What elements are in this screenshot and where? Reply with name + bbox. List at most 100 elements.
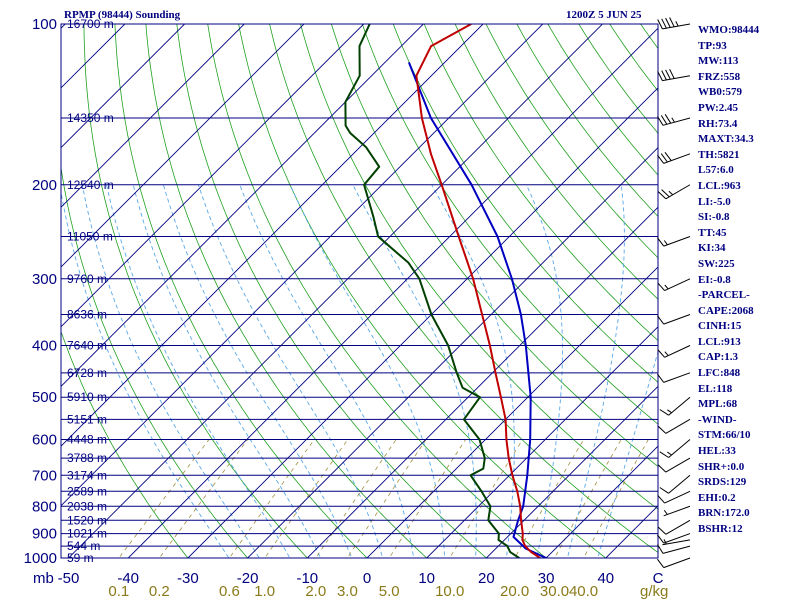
- dry-adiabat: [330, 24, 658, 467]
- dry-adiabat: [176, 24, 487, 558]
- isobar-lines: [61, 23, 658, 559]
- wind-barb-flag: [657, 544, 664, 554]
- index-entry: MAXT:34.3: [698, 133, 754, 146]
- isotherm-line: [61, 24, 484, 447]
- wind-barb-column: [657, 17, 691, 569]
- wind-barb-flag: [657, 349, 665, 358]
- isotherm-line: [366, 266, 658, 558]
- mixing-ratio-label: 5.0: [379, 583, 400, 600]
- wind-barb-half-flag: [667, 409, 672, 414]
- wind-barb: [662, 539, 691, 546]
- wind-barb-flag: [659, 487, 669, 494]
- index-entry: EHI:0.2: [698, 491, 736, 504]
- moist-adiabat: [61, 189, 230, 558]
- wind-barb: [657, 68, 691, 82]
- index-entry: LCL:963: [698, 179, 741, 192]
- dry-adiabat: [61, 330, 189, 558]
- height-label: 2589 m: [67, 484, 107, 498]
- moist-adiabat: [197, 184, 384, 558]
- wind-barb: [659, 439, 691, 458]
- pressure-tick-label: 1000: [24, 550, 57, 567]
- station-title: RPMP (98444) Sounding: [64, 9, 181, 21]
- isotherm-line: [485, 385, 658, 558]
- dry-adiabat: [485, 24, 658, 259]
- pressure-tick-label: 600: [32, 432, 57, 449]
- moist-adiabat: [597, 350, 658, 558]
- wind-barb-flag: [665, 17, 671, 28]
- index-entry: LI:-5.0: [698, 195, 731, 208]
- wind-barb-flag: [669, 17, 675, 28]
- wind-barb: [657, 236, 691, 247]
- moist-adiabat: [352, 184, 477, 558]
- wind-barb-shaft: [668, 396, 691, 416]
- wind-barb: [657, 418, 691, 434]
- mixing-ratio-line: [346, 439, 427, 558]
- mixing-ratio-label: 0.6: [219, 583, 240, 600]
- isotherm-line: [0, 12, 17, 569]
- mixing-ratio-label: 1.0: [254, 583, 275, 600]
- height-label: 3174 m: [67, 468, 107, 482]
- height-label: 5151 m: [67, 412, 107, 426]
- moist-adiabat: [132, 184, 322, 558]
- index-entry: SI:-0.8: [698, 211, 730, 224]
- mixing-ratio-line: [449, 439, 523, 558]
- temperature-tick-label: 10: [418, 570, 435, 587]
- wind-barb-flag: [657, 71, 663, 81]
- index-entry: EL:118: [698, 382, 733, 395]
- moist-adiabat: [81, 184, 260, 558]
- wind-barb-shaft: [663, 153, 691, 164]
- height-label: 11050 m: [67, 229, 113, 243]
- mixing-ratio-line: [158, 439, 249, 558]
- wind-barb-flag: [657, 494, 665, 504]
- height-label: 544 m: [67, 539, 100, 553]
- temperature-tick-label: -40: [117, 570, 139, 587]
- index-entry: CINH:15: [698, 320, 742, 333]
- sounding-time: 1200Z 5 JUN 25: [566, 9, 642, 21]
- moist-adiabat: [431, 184, 515, 558]
- index-entry: STM:66/10: [698, 429, 751, 442]
- dry-adiabat: [454, 24, 658, 300]
- wind-barb-shaft: [662, 545, 691, 554]
- wind-barb-flag: [661, 189, 670, 198]
- index-entry: WMO:98444: [698, 24, 760, 36]
- mixing-ratio-label: 30.0: [540, 583, 569, 600]
- wind-barb-flag: [657, 116, 664, 126]
- wind-barb: [657, 278, 691, 292]
- height-label: 9760 m: [67, 272, 107, 286]
- moist-adiabat: [239, 184, 415, 558]
- wind-barb-half-flag: [664, 284, 669, 290]
- wind-barb-shaft: [663, 533, 691, 544]
- mixing-unit-label: g/kg: [640, 583, 668, 600]
- index-entry: TP:93: [698, 39, 727, 52]
- dry-adiabat: [423, 24, 658, 342]
- wind-barb-flag: [661, 18, 667, 29]
- pressure-tick-label: 800: [32, 498, 57, 515]
- index-entry: HEL:33: [698, 445, 736, 458]
- wind-barb-flag: [665, 69, 671, 80]
- wind-barb-flag: [669, 68, 675, 79]
- wind-barb: [657, 152, 691, 164]
- isotherm-line: [61, 24, 66, 29]
- wind-barb: [659, 396, 691, 416]
- moist-adiabat: [566, 184, 625, 558]
- dry-adiabat: [547, 24, 658, 176]
- index-entry: SHR+:0.0: [698, 460, 745, 473]
- temperature-tick-label: -20: [237, 570, 259, 587]
- wind-barb-shaft: [662, 539, 691, 546]
- isotherm-line: [61, 24, 186, 149]
- moist-adiabat: [162, 184, 353, 558]
- dry-adiabat: [61, 165, 249, 558]
- wind-barb-half-flag: [663, 510, 668, 515]
- isotherm-line: [426, 326, 658, 558]
- index-entry: BRN:172.0: [698, 507, 750, 520]
- wind-barb-shaft: [663, 505, 691, 517]
- wind-barb: [657, 490, 691, 504]
- temperature-trace: [415, 24, 541, 558]
- sounding-profiles: [344, 24, 547, 558]
- mixing-ratio-line: [264, 439, 349, 558]
- wind-barb: [663, 505, 691, 517]
- isotherm-line: [61, 24, 544, 507]
- mixing-ratio-label: 0.2: [149, 583, 170, 600]
- index-entry: MPL:68: [698, 398, 738, 411]
- height-label: 1021 m: [67, 527, 107, 541]
